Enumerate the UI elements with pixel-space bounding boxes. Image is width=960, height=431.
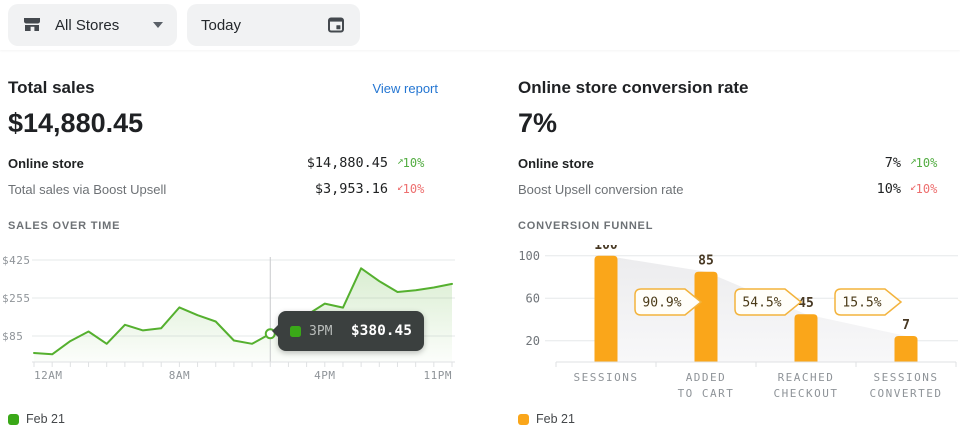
svg-text:$255: $255 — [2, 292, 31, 305]
total-sales-title: Total sales — [8, 78, 95, 97]
trend-down-icon — [397, 180, 404, 193]
funnel-chart-svg: 100 60 20 100 85 45 7 90.9% 54.5% 15.5% SESSIONS AD… — [518, 245, 958, 400]
svg-text:100: 100 — [518, 249, 540, 263]
svg-text:7: 7 — [902, 318, 910, 333]
metric-value: $14,880.45 — [306, 155, 388, 171]
store-filter-button[interactable]: All Stores — [8, 4, 177, 46]
sales-chart-legend: Feb 21 — [8, 412, 65, 426]
total-sales-value: $14,880.45 — [8, 108, 144, 138]
svg-text:SESSIONS: SESSIONS — [574, 371, 639, 384]
metric-row-online-store: Online store $14,880.45 10% — [8, 152, 445, 174]
tooltip-time: 3PM — [309, 323, 333, 339]
top-filter-bar: All Stores Today — [0, 0, 960, 50]
tooltip-series-marker — [290, 325, 301, 337]
svg-text:REACHED: REACHED — [778, 371, 835, 384]
trend-value: 10% — [915, 156, 938, 170]
conversion-funnel-section-title: CONVERSION FUNNEL — [518, 220, 654, 232]
funnel-chart-legend: Feb 21 — [518, 412, 575, 426]
trend-up-icon — [910, 154, 917, 167]
metric-label: Online store — [518, 155, 594, 171]
legend-marker-orange — [518, 413, 529, 425]
chevron-down-icon — [153, 22, 163, 28]
sales-over-time-chart[interactable]: $425 $255 $85 12AM 8AM 4PM 11PM 3PM $380.45 — [2, 245, 458, 385]
metric-value: 10% — [876, 181, 901, 197]
view-report-link[interactable]: View report — [372, 81, 438, 96]
svg-text:11PM: 11PM — [424, 369, 453, 382]
metric-label: Total sales via Boost Upsell — [8, 181, 167, 197]
svg-text:$425: $425 — [2, 254, 31, 267]
svg-text:20: 20 — [526, 334, 540, 348]
trend-value: 10% — [402, 182, 425, 196]
svg-text:100: 100 — [594, 245, 618, 253]
conversion-header: Online store conversion rate — [518, 78, 958, 98]
svg-text:CONVERTED: CONVERTED — [869, 387, 942, 400]
svg-text:CHECKOUT: CHECKOUT — [774, 387, 839, 400]
metric-row-boost-upsell: Boost Upsell conversion rate 10% 10% — [518, 178, 958, 200]
conversion-funnel-chart[interactable]: 100 60 20 100 85 45 7 90.9% 54.5% 15.5% SESSIONS AD… — [518, 245, 960, 405]
date-filter-label: Today — [201, 16, 242, 34]
trend-up-icon — [397, 154, 404, 167]
svg-text:SESSIONS: SESSIONS — [874, 371, 939, 384]
chart-tooltip: 3PM $380.45 — [272, 311, 424, 351]
trend-badge: 10% — [388, 180, 445, 196]
calendar-icon — [326, 15, 346, 35]
svg-text:8AM: 8AM — [169, 369, 190, 382]
legend-label: Feb 21 — [536, 412, 575, 426]
svg-text:15.5%: 15.5% — [842, 296, 881, 311]
metric-label: Boost Upsell conversion rate — [518, 181, 684, 197]
trend-down-icon — [910, 180, 917, 193]
store-filter-label: All Stores — [55, 16, 120, 34]
date-filter-button[interactable]: Today — [187, 4, 360, 46]
trend-badge: 10% — [901, 154, 958, 170]
metric-value: 7% — [884, 155, 901, 171]
metric-value: $3,953.16 — [314, 181, 388, 197]
svg-text:$85: $85 — [2, 330, 23, 343]
total-sales-header: Total sales View report — [8, 78, 438, 98]
svg-text:45: 45 — [798, 296, 814, 311]
conversion-rate-panel: Online store conversion rate 7% Online s… — [518, 70, 960, 431]
total-sales-breakdown: Online store $14,880.45 10% Total sales … — [8, 152, 445, 204]
svg-text:54.5%: 54.5% — [742, 296, 781, 311]
conversion-value: 7% — [518, 108, 558, 138]
svg-text:4PM: 4PM — [314, 369, 335, 382]
svg-text:85: 85 — [698, 254, 714, 269]
legend-label: Feb 21 — [26, 412, 65, 426]
conversion-title: Online store conversion rate — [518, 78, 749, 97]
metric-label: Online store — [8, 155, 84, 171]
trend-value: 10% — [915, 182, 938, 196]
storefront-icon — [22, 15, 42, 35]
metric-row-boost-upsell: Total sales via Boost Upsell $3,953.16 1… — [8, 178, 445, 200]
svg-text:60: 60 — [526, 291, 540, 305]
svg-text:ADDED: ADDED — [686, 371, 727, 384]
trend-badge: 10% — [901, 180, 958, 196]
trend-badge: 10% — [388, 154, 445, 170]
sales-over-time-section-title: SALES OVER TIME — [8, 220, 121, 232]
svg-text:12AM: 12AM — [34, 369, 63, 382]
tooltip-value: $380.45 — [350, 323, 412, 339]
legend-marker-green — [8, 413, 19, 425]
metric-row-online-store: Online store 7% 10% — [518, 152, 958, 174]
svg-text:90.9%: 90.9% — [642, 296, 681, 311]
conversion-breakdown: Online store 7% 10% Boost Upsell convers… — [518, 152, 958, 204]
trend-value: 10% — [402, 156, 425, 170]
svg-text:TO CART: TO CART — [678, 387, 735, 400]
total-sales-panel: Total sales View report $14,880.45 Onlin… — [0, 70, 460, 431]
